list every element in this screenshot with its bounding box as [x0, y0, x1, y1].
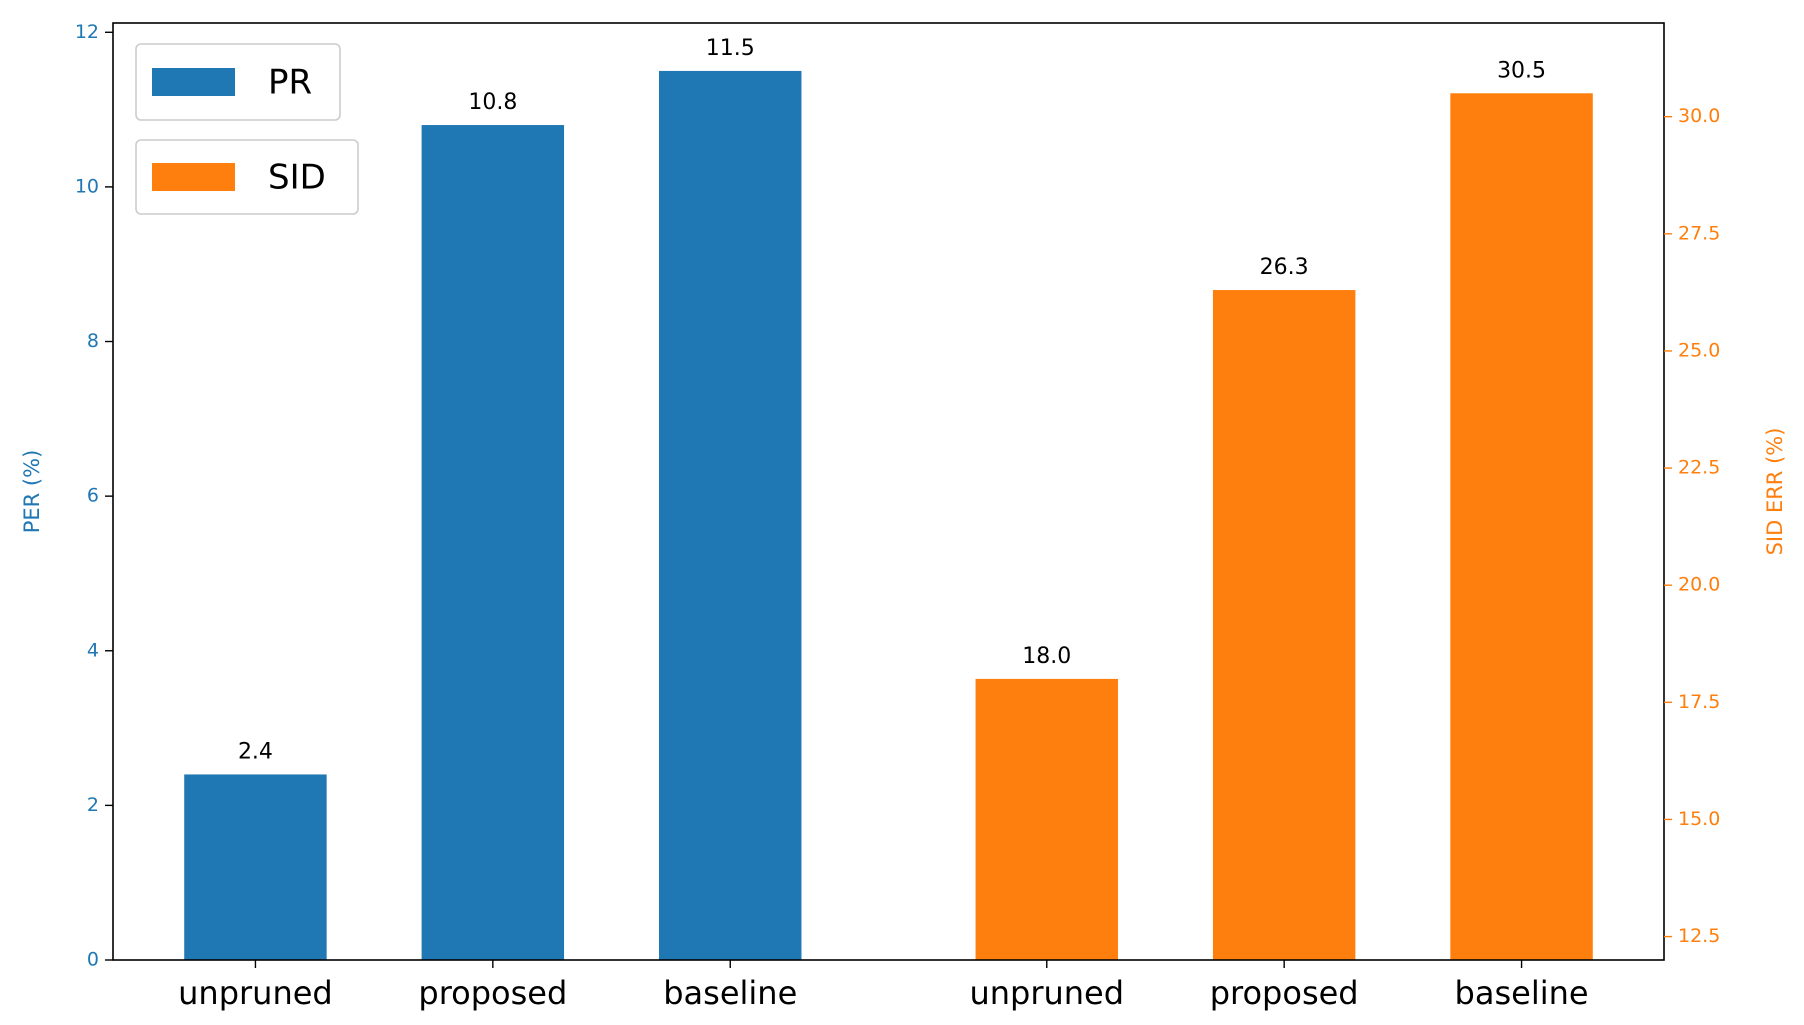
- bar: [659, 70, 802, 960]
- y-tick-label: 4: [87, 639, 99, 661]
- y-tick-label: 8: [87, 330, 99, 352]
- bar: [975, 678, 1118, 960]
- bar: [1450, 93, 1593, 960]
- value-label: 18.0: [1022, 644, 1071, 669]
- bar: [421, 125, 565, 961]
- legend-label: SID: [268, 158, 326, 198]
- y2-tick-label: 27.5: [1678, 222, 1720, 244]
- x-tick-label: unpruned: [969, 974, 1124, 1012]
- legend-swatch: [152, 68, 235, 96]
- y2-tick-label: 17.5: [1678, 691, 1720, 713]
- value-label: 10.8: [468, 90, 517, 115]
- value-label: 2.4: [238, 739, 273, 764]
- y-tick-label: 10: [75, 175, 99, 197]
- plot-frame: [112, 22, 1665, 961]
- y-axis-label: PER (%): [20, 450, 44, 534]
- legend-swatch: [152, 163, 235, 191]
- bar: [184, 774, 327, 960]
- legend-box: [135, 43, 341, 121]
- y-tick-label: 0: [87, 949, 99, 971]
- legend-label: PR: [268, 63, 312, 103]
- y-tick-label: 12: [75, 21, 99, 43]
- y2-tick-label: 15.0: [1678, 808, 1720, 830]
- y2-tick-label: 12.5: [1678, 925, 1720, 947]
- y-tick-label: 2: [87, 794, 99, 816]
- x-tick-label: baseline: [1455, 974, 1589, 1012]
- x-tick-label: proposed: [418, 974, 567, 1012]
- legend-box: [135, 139, 359, 215]
- y2-axis-label: SID ERR (%): [1763, 428, 1787, 556]
- y-tick-label: 6: [87, 485, 99, 507]
- value-label: 30.5: [1497, 58, 1546, 83]
- bar: [1212, 290, 1356, 960]
- x-tick-label: baseline: [663, 974, 797, 1012]
- y2-tick-label: 20.0: [1678, 574, 1720, 596]
- y2-tick-label: 30.0: [1678, 105, 1720, 127]
- value-label: 26.3: [1260, 255, 1309, 280]
- y2-tick-label: 25.0: [1678, 339, 1720, 361]
- y2-tick-label: 22.5: [1678, 457, 1720, 479]
- x-tick-label: unpruned: [178, 974, 333, 1012]
- x-tick-label: proposed: [1210, 974, 1359, 1012]
- value-label: 11.5: [706, 36, 755, 61]
